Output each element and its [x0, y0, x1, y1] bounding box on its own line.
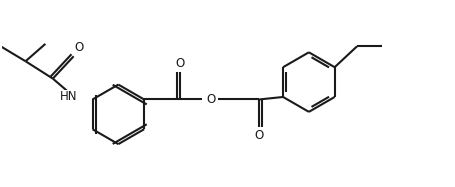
Text: O: O [254, 129, 263, 142]
Text: O: O [175, 57, 184, 70]
Text: O: O [206, 93, 215, 106]
Text: HN: HN [60, 91, 77, 103]
Text: O: O [74, 41, 83, 54]
